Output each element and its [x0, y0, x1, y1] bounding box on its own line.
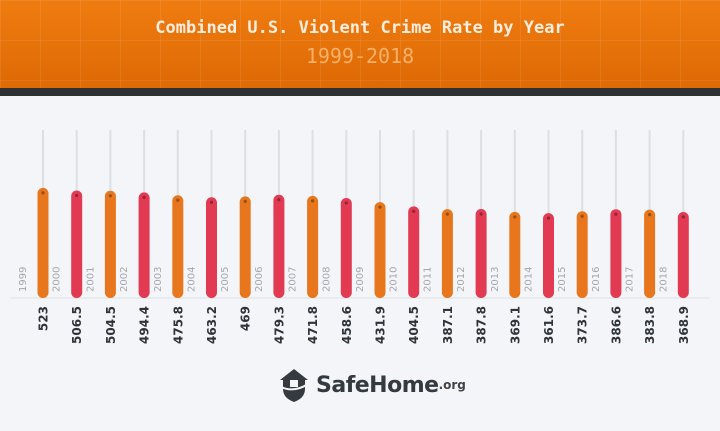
value-label: 387.1	[441, 306, 455, 344]
bar-2013	[509, 211, 521, 298]
value-label: 368.9	[677, 306, 691, 344]
year-label: 2015	[557, 267, 568, 292]
bar-cap-dot	[277, 198, 281, 202]
year-label: 2008	[321, 267, 332, 292]
bar-2015	[576, 211, 588, 298]
year-label: 2005	[220, 267, 231, 292]
header-banner: Combined U.S. Violent Crime Rate by Year…	[0, 0, 720, 88]
year-label: 2013	[490, 267, 501, 292]
value-label: 504.5	[104, 306, 118, 344]
value-label: 463.2	[205, 306, 219, 344]
year-label: 2009	[355, 267, 366, 292]
bar-cap-dot	[412, 209, 416, 213]
header-divider	[0, 88, 720, 96]
house-shield-icon	[280, 369, 309, 402]
value-label: 361.6	[542, 306, 556, 344]
year-label: 1999	[18, 267, 29, 292]
value-label: 383.8	[643, 306, 657, 344]
year-label: 2016	[591, 267, 602, 292]
year-label: 2004	[187, 267, 198, 292]
value-label: 494.4	[138, 306, 152, 344]
bar-cap-dot	[209, 200, 214, 204]
bar-2001	[104, 190, 116, 298]
bar-2017	[644, 209, 656, 298]
bar-2009	[374, 202, 386, 298]
year-label: 2001	[85, 267, 96, 292]
bar-cap-dot	[108, 194, 112, 198]
value-label: 386.6	[609, 306, 623, 344]
year-label: 2017	[625, 267, 636, 292]
bar-2012	[475, 209, 487, 298]
bar-1999	[37, 187, 49, 298]
bar-2004	[206, 197, 217, 298]
year-label: 2012	[456, 267, 467, 292]
chart-title: Combined U.S. Violent Crime Rate by Year	[155, 18, 565, 38]
bar-2014	[543, 213, 554, 298]
bar-cap-dot	[479, 212, 483, 216]
bar-2016	[610, 209, 622, 298]
bar-cap-dot	[546, 216, 551, 220]
bar-cap-dot	[41, 191, 45, 195]
bar-2003	[172, 195, 184, 298]
bar-2008	[340, 197, 352, 298]
bar-2018	[677, 211, 689, 298]
bar-cap-dot	[344, 201, 348, 205]
bar-cap-dot	[75, 193, 79, 198]
bar-2006	[273, 194, 285, 298]
logo-name: SafeHome	[316, 372, 439, 398]
bar-2010	[408, 206, 420, 298]
value-label: 458.6	[340, 306, 354, 344]
year-label: 2018	[658, 267, 669, 292]
bar-2007	[307, 195, 319, 298]
year-label: 2002	[119, 267, 130, 292]
value-label: 469	[239, 306, 253, 331]
year-label: 2010	[389, 267, 400, 292]
logo-tld: .org	[438, 378, 466, 392]
value-label: 431.9	[374, 306, 388, 344]
year-label: 2000	[52, 267, 63, 292]
bar-cap-dot	[176, 198, 180, 202]
bar-cap-dot	[445, 212, 449, 216]
year-label: 2003	[153, 267, 164, 292]
bar-cap-dot	[580, 214, 584, 218]
value-label: 373.7	[576, 306, 590, 344]
bar-2011	[441, 209, 453, 298]
value-label: 387.8	[475, 306, 489, 344]
bar-cap-dot	[513, 215, 517, 219]
value-label: 471.8	[306, 306, 320, 344]
bar-2005	[239, 196, 251, 298]
bar-cap-dot	[681, 215, 685, 219]
value-label: 404.5	[407, 306, 421, 344]
bar-chart: 1999 523 2000 506.5 2001 504.5 2002 494.4 2003 47…	[10, 130, 710, 344]
value-label: 369.1	[508, 306, 522, 344]
year-label: 2011	[422, 267, 433, 292]
year-label: 2007	[288, 267, 299, 292]
bar-cap-dot	[243, 199, 247, 203]
safehome-logo: SafeHome .org	[278, 365, 466, 405]
value-label: 523	[37, 306, 51, 331]
bar-cap-dot	[614, 212, 618, 216]
bar-cap-dot	[648, 213, 652, 217]
bar-2000	[71, 190, 83, 298]
bar-cap-dot	[142, 195, 146, 199]
value-label: 479.3	[272, 306, 286, 344]
bar-cap-dot	[378, 205, 382, 209]
year-label: 2014	[524, 267, 535, 292]
bar-cap-dot	[311, 199, 315, 203]
chart-subtitle: 1999-2018	[305, 44, 415, 68]
value-label: 506.5	[70, 306, 84, 344]
value-label: 475.8	[171, 306, 185, 344]
bar-2002	[138, 192, 150, 298]
year-label: 2006	[254, 267, 265, 292]
